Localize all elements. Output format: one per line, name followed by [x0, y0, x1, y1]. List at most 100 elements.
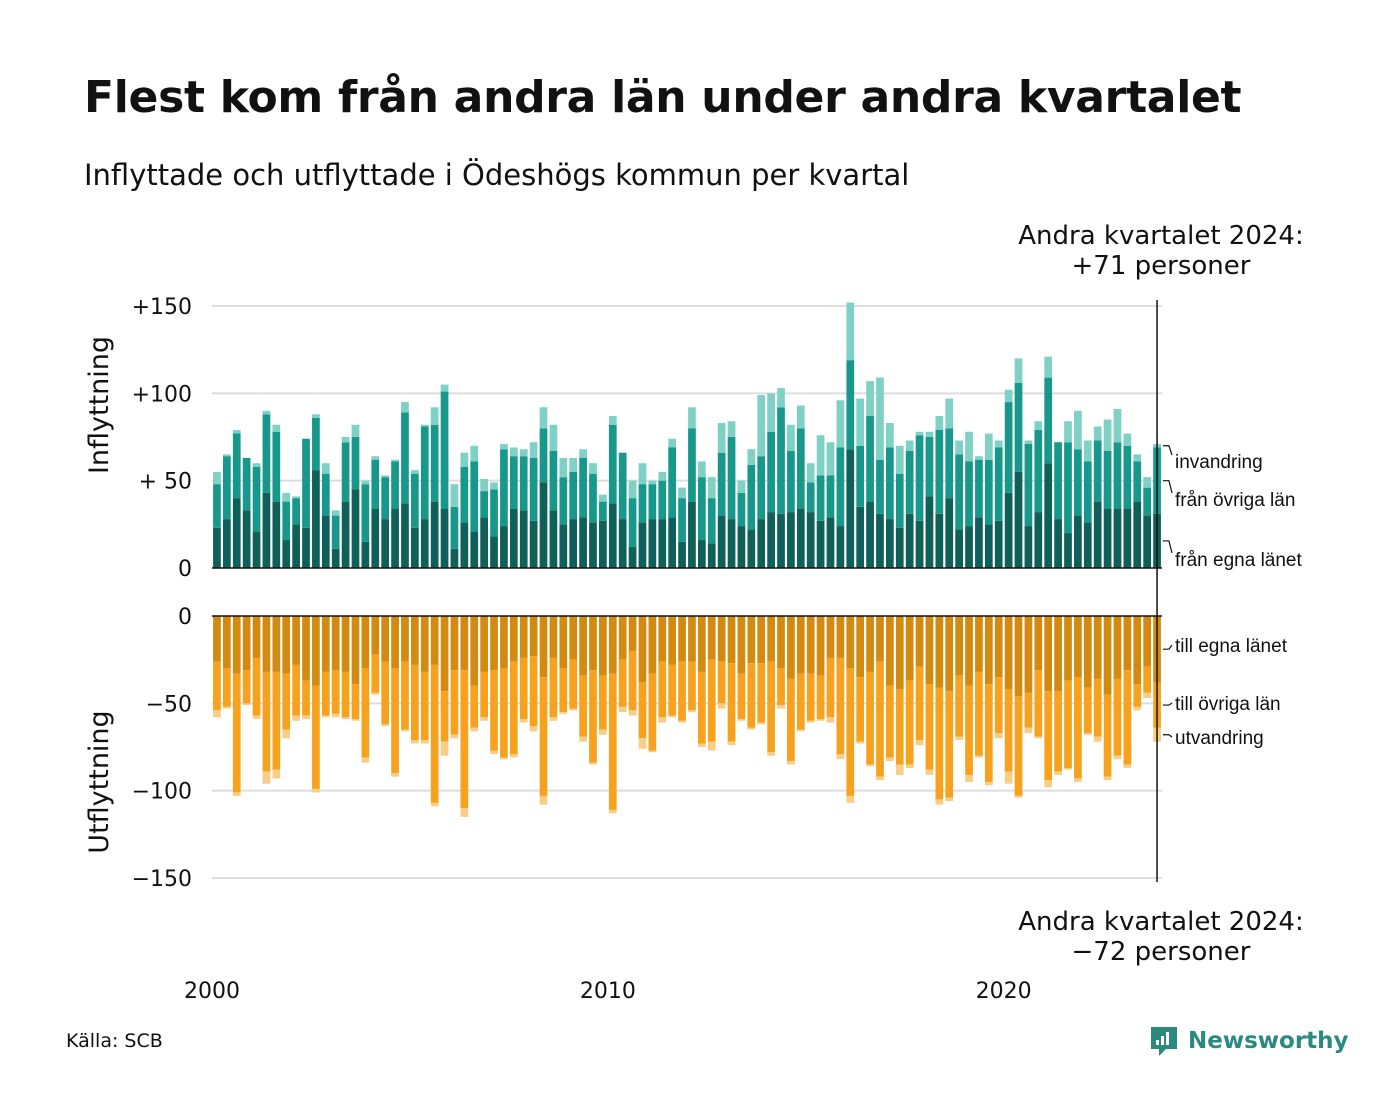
bar-out-other: [836, 657, 845, 754]
bar-in-other: [331, 515, 340, 549]
bar-in-other: [1074, 449, 1082, 516]
bar-in-own: [480, 517, 488, 568]
bar-out-other: [361, 668, 370, 758]
bar-out-other: [668, 664, 677, 716]
bar-in-other: [500, 449, 508, 527]
bar-in-immig: [1014, 358, 1023, 383]
bar-in-other: [529, 457, 538, 521]
bar-out-own: [420, 616, 429, 672]
bar-in-own: [500, 526, 508, 568]
bar-in-own: [787, 512, 795, 568]
bar-out-own: [876, 616, 884, 662]
bar-in-immig: [1024, 440, 1033, 444]
bar-in-other: [1123, 445, 1132, 509]
bar-out-own: [747, 616, 756, 664]
bar-in-own: [401, 503, 409, 568]
bar-in-immig: [282, 492, 291, 502]
bar-in-own: [411, 527, 419, 568]
bar-out-own: [1083, 616, 1092, 688]
bar-in-immig: [608, 416, 617, 425]
bar-out-other: [767, 661, 775, 753]
bar-in-other: [262, 414, 271, 493]
bar-in-immig: [777, 388, 785, 408]
legend-leader-in: [1162, 480, 1173, 494]
bar-in-own: [1123, 508, 1132, 568]
bar-in-immig: [361, 480, 370, 485]
bar-in-immig: [559, 457, 568, 478]
bar-out-other: [391, 668, 399, 774]
bar-out-other: [331, 670, 340, 714]
bar-out-emig: [312, 788, 320, 793]
bar-out-own: [272, 616, 281, 672]
bar-in-other: [490, 489, 498, 537]
bar-out-emig: [668, 715, 677, 718]
bar-out-emig: [321, 715, 330, 718]
bar-out-emig: [717, 703, 726, 709]
bar-out-other: [1143, 666, 1152, 693]
bar-out-other: [1123, 670, 1132, 765]
bar-out-emig: [777, 705, 785, 709]
bar-out-other: [420, 671, 429, 741]
bar-in-other: [638, 484, 647, 523]
bar-in-immig: [697, 461, 706, 478]
bar-in-immig: [1143, 477, 1152, 488]
bar-in-other: [816, 475, 825, 521]
bar-in-own: [490, 536, 498, 568]
bar-in-immig: [628, 480, 637, 499]
bar-out-own: [836, 616, 845, 658]
bar-out-own: [480, 616, 488, 672]
bar-out-other: [381, 661, 390, 725]
bar-in-immig: [292, 496, 300, 499]
bar-out-own: [925, 616, 934, 685]
annotation-bottom-line2: −72 personer: [1072, 937, 1251, 967]
bar-in-own: [430, 501, 439, 568]
bar-in-own: [707, 543, 716, 568]
bar-out-own: [965, 616, 973, 686]
labels: +150 +100 + 50 0 0 −50 −100 −150 2000 2010 2020 Inf…: [84, 221, 1304, 1004]
bar-out-own: [1123, 616, 1132, 671]
bar-out-emig: [856, 741, 865, 744]
bar-out-emig: [1024, 727, 1033, 734]
bar-in-own: [1044, 463, 1053, 568]
bar-in-own: [272, 501, 281, 568]
bar-in-own: [955, 529, 963, 568]
bar-in-other: [717, 452, 726, 516]
bar-in-immig: [984, 433, 993, 460]
bar-out-emig: [895, 764, 904, 775]
bar-in-immig: [450, 484, 459, 507]
bar-in-own: [232, 498, 241, 568]
bar-out-other: [272, 671, 281, 770]
bar-in-immig: [470, 445, 479, 462]
bar-out-emig: [411, 740, 419, 744]
bar-out-other: [1083, 687, 1092, 734]
bar-out-own: [500, 616, 508, 669]
bar-in-immig: [727, 421, 736, 437]
bar-in-own: [628, 547, 637, 568]
bar-out-other: [1004, 689, 1013, 772]
y-tick-label-bottom: −100: [132, 780, 192, 805]
bar-in-other: [935, 430, 944, 514]
bar-out-emig: [1113, 755, 1122, 760]
bar-out-own: [1004, 616, 1013, 690]
bar-out-other: [490, 670, 498, 751]
bar-in-own: [608, 503, 617, 568]
bar-out-other: [351, 684, 360, 720]
bar-in-other: [252, 466, 261, 532]
bar-out-other: [589, 670, 597, 763]
bar-out-other: [460, 670, 469, 809]
bar-in-other: [460, 466, 469, 523]
bar-in-immig: [994, 440, 1003, 448]
bar-in-immig: [668, 438, 677, 448]
bar-out-own: [628, 616, 637, 651]
bar-out-other: [1054, 691, 1062, 772]
bar-in-other: [737, 492, 746, 527]
bar-in-immig: [440, 384, 449, 392]
bar-out-emig: [826, 717, 835, 723]
bar-in-immig: [262, 410, 271, 415]
bar-out-other: [1113, 678, 1122, 756]
bar-in-own: [1014, 471, 1023, 568]
bar-in-other: [668, 447, 677, 518]
bar-out-emig: [302, 715, 310, 720]
bar-in-immig: [331, 510, 340, 516]
bar-in-immig: [796, 405, 805, 429]
